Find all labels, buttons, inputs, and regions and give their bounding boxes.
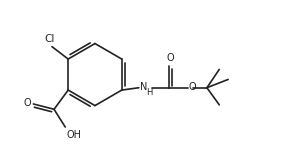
Text: O: O bbox=[167, 54, 174, 64]
Text: OH: OH bbox=[66, 130, 81, 140]
Text: O: O bbox=[189, 82, 197, 92]
Text: H: H bbox=[146, 88, 152, 97]
Text: N: N bbox=[140, 82, 147, 92]
Text: Cl: Cl bbox=[44, 34, 55, 44]
Text: O: O bbox=[24, 98, 31, 108]
